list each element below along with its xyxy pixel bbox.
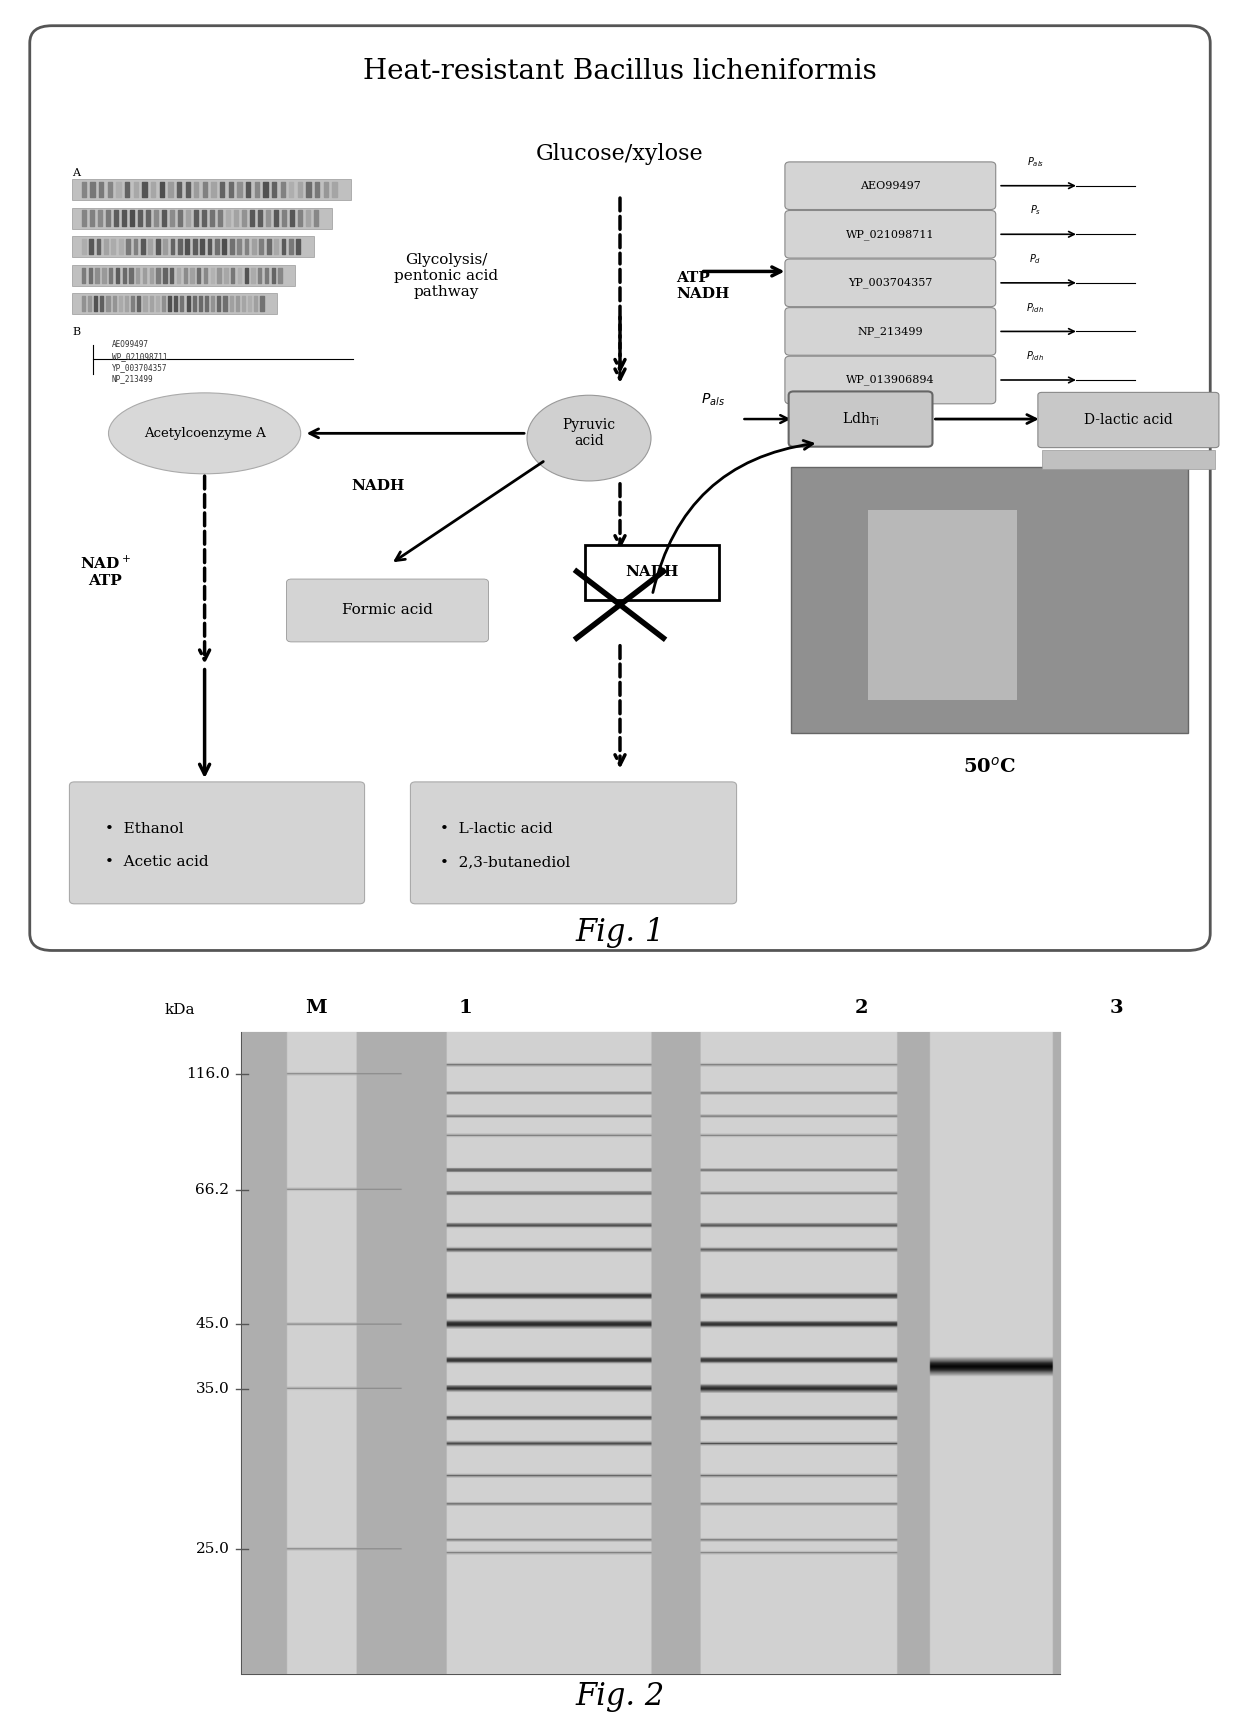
Text: kDa: kDa xyxy=(165,1004,195,1018)
FancyBboxPatch shape xyxy=(69,782,365,904)
Text: •  Acetic acid: • Acetic acid xyxy=(105,855,210,868)
Text: Formic acid: Formic acid xyxy=(342,602,433,616)
Text: •  2,3-butanediol: • 2,3-butanediol xyxy=(440,855,570,868)
FancyBboxPatch shape xyxy=(30,26,1210,951)
FancyBboxPatch shape xyxy=(72,178,351,201)
Text: NAD$^+$
ATP: NAD$^+$ ATP xyxy=(79,554,131,589)
FancyBboxPatch shape xyxy=(410,782,737,904)
Text: Glycolysis/
pentonic acid
pathway: Glycolysis/ pentonic acid pathway xyxy=(394,252,498,299)
FancyBboxPatch shape xyxy=(585,544,719,601)
Text: 1: 1 xyxy=(458,999,472,1018)
Text: WP_021098711: WP_021098711 xyxy=(846,228,935,240)
Text: AEO99497: AEO99497 xyxy=(861,180,920,190)
Text: 35.0: 35.0 xyxy=(196,1381,229,1395)
Text: •  L-lactic acid: • L-lactic acid xyxy=(440,822,553,836)
FancyBboxPatch shape xyxy=(785,161,996,209)
Text: WP_013906894: WP_013906894 xyxy=(846,374,935,386)
Text: WP_021098711: WP_021098711 xyxy=(112,352,167,360)
Text: $P_{als}$: $P_{als}$ xyxy=(1027,154,1044,168)
FancyBboxPatch shape xyxy=(72,237,314,257)
Text: Heat-resistant Bacillus licheniformis: Heat-resistant Bacillus licheniformis xyxy=(363,58,877,84)
Text: NP_213499: NP_213499 xyxy=(858,326,923,336)
Text: Glucose/xylose: Glucose/xylose xyxy=(536,142,704,165)
Text: $P_{s}$: $P_{s}$ xyxy=(1029,204,1042,218)
FancyBboxPatch shape xyxy=(785,307,996,355)
Text: 45.0: 45.0 xyxy=(196,1318,229,1332)
Text: Acetylcoenzyme A: Acetylcoenzyme A xyxy=(144,427,265,439)
FancyBboxPatch shape xyxy=(286,578,489,642)
FancyBboxPatch shape xyxy=(791,467,1188,733)
FancyBboxPatch shape xyxy=(785,259,996,307)
Text: $P_{als}$: $P_{als}$ xyxy=(701,391,725,408)
Text: $P_{ldh}$: $P_{ldh}$ xyxy=(1027,350,1044,364)
FancyBboxPatch shape xyxy=(1038,393,1219,448)
FancyBboxPatch shape xyxy=(789,391,932,446)
Text: Fig. 2: Fig. 2 xyxy=(575,1682,665,1713)
Ellipse shape xyxy=(527,395,651,480)
Text: Ldh$_{\mathrm{Ti}}$: Ldh$_{\mathrm{Ti}}$ xyxy=(842,410,879,427)
Text: $P_{d}$: $P_{d}$ xyxy=(1029,252,1042,266)
Text: B: B xyxy=(72,328,81,338)
Text: YP_003704357: YP_003704357 xyxy=(848,278,932,288)
FancyBboxPatch shape xyxy=(1042,450,1215,468)
FancyBboxPatch shape xyxy=(242,1033,1060,1675)
FancyBboxPatch shape xyxy=(785,357,996,403)
FancyBboxPatch shape xyxy=(785,211,996,257)
Text: AEO99497: AEO99497 xyxy=(112,340,149,350)
Text: 66.2: 66.2 xyxy=(196,1182,229,1196)
Text: $P_{ldh}$: $P_{ldh}$ xyxy=(1027,300,1044,314)
Text: •  Ethanol: • Ethanol xyxy=(105,822,184,836)
Text: A: A xyxy=(72,168,79,178)
Text: YP_003704357: YP_003704357 xyxy=(112,364,167,372)
FancyBboxPatch shape xyxy=(72,208,332,228)
FancyBboxPatch shape xyxy=(72,264,295,285)
Text: M: M xyxy=(305,999,327,1018)
Text: 50$^o$C: 50$^o$C xyxy=(963,757,1016,777)
Text: Pyruvic
acid: Pyruvic acid xyxy=(563,419,615,448)
Text: NADH: NADH xyxy=(351,479,405,492)
Text: NADH: NADH xyxy=(625,565,680,580)
Text: 2: 2 xyxy=(856,999,868,1018)
Text: 25.0: 25.0 xyxy=(196,1543,229,1556)
Text: ATP
NADH: ATP NADH xyxy=(676,271,729,300)
Text: 116.0: 116.0 xyxy=(186,1067,229,1081)
Text: Fig. 1: Fig. 1 xyxy=(575,916,665,947)
FancyBboxPatch shape xyxy=(868,510,1017,700)
Text: D-lactic acid: D-lactic acid xyxy=(1084,414,1173,427)
FancyBboxPatch shape xyxy=(72,293,277,314)
Text: NP_213499: NP_213499 xyxy=(112,374,154,384)
Text: 3: 3 xyxy=(1110,999,1122,1018)
Ellipse shape xyxy=(109,393,301,474)
